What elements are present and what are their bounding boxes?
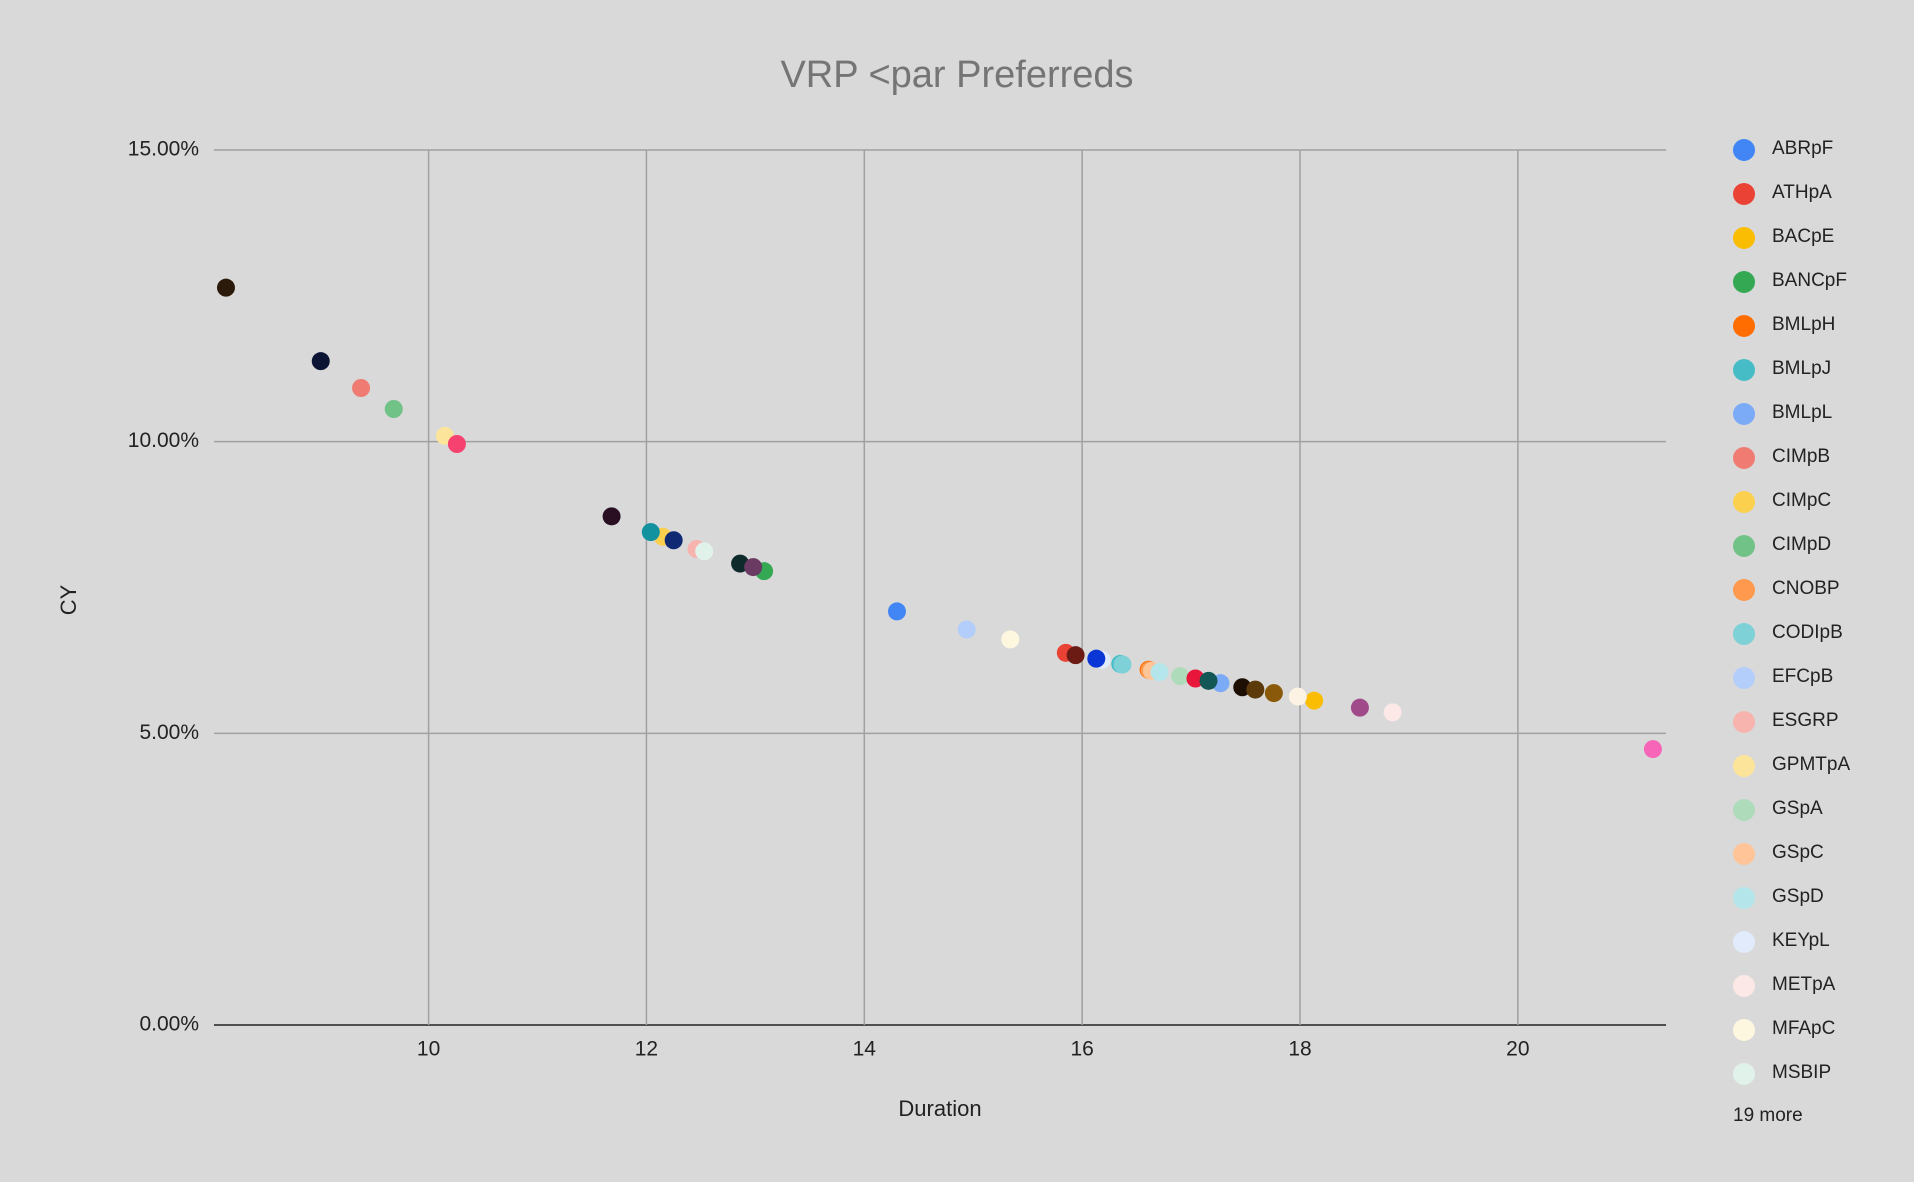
x-axis-label: Duration [898,1096,981,1121]
point [887,602,906,621]
x-tick-label: 14 [853,1038,877,1061]
legend-label: BMLpL [1772,402,1832,423]
point [216,278,235,297]
legend-marker [1733,623,1755,645]
legend-label: CIMpB [1772,446,1830,467]
legend-label: GPMTpA [1772,754,1850,775]
legend-marker [1733,183,1755,205]
chart-title: VRP <par Preferreds [780,54,1133,96]
point [695,542,714,561]
y-tick-label: 5.00% [139,721,199,744]
legend-label: CODIpB [1772,622,1843,643]
point [1199,671,1218,690]
point [664,531,683,550]
legend-marker [1733,1063,1755,1085]
legend-marker [1733,887,1755,909]
point [1350,698,1369,717]
legend-label: CIMpC [1772,490,1831,511]
point [311,352,330,371]
point [1113,655,1132,674]
legend-label: GSpD [1772,886,1824,907]
legend-label: ATHpA [1772,182,1832,203]
legend-label: MSBIP [1772,1062,1831,1083]
legend-label: CIMpD [1772,534,1831,555]
point [744,558,763,577]
legend-marker [1733,447,1755,469]
point [957,620,976,639]
y-tick-label: 15.00% [128,138,199,161]
legend-label: ESGRP [1772,710,1839,731]
point [1150,663,1169,682]
y-tick-label: 0.00% [139,1013,199,1036]
legend-label: METpA [1772,974,1836,995]
x-tick-label: 10 [417,1038,440,1061]
legend-marker [1733,227,1755,249]
legend-label: BMLpH [1772,314,1835,335]
legend-marker [1733,975,1755,997]
x-tick-label: 16 [1070,1038,1093,1061]
legend-marker [1733,1019,1755,1041]
x-tick-label: 12 [635,1038,658,1061]
legend-marker [1733,843,1755,865]
point [447,435,466,453]
point [1246,680,1265,699]
x-tick-label: 20 [1506,1038,1529,1061]
legend-marker [1733,755,1755,777]
legend-marker [1733,271,1755,293]
point [1171,667,1190,686]
legend-marker [1733,799,1755,821]
legend-label: MFApC [1772,1018,1835,1039]
legend-label: BACpE [1772,226,1834,247]
y-axis-label: CY [56,584,81,615]
x-tick-label: 18 [1288,1038,1311,1061]
legend-marker [1733,139,1755,161]
point [602,507,621,526]
legend-marker [1733,535,1755,557]
point [384,400,403,418]
point [1001,630,1020,649]
legend-marker [1733,315,1755,337]
y-tick-label: 10.00% [128,429,199,452]
legend-marker [1733,359,1755,381]
point [1288,687,1307,706]
legend-marker [1733,667,1755,689]
point [641,523,660,542]
point [1066,646,1085,665]
legend-marker [1733,931,1755,953]
legend-label: GSpA [1772,798,1823,819]
legend-label: CNOBP [1772,578,1840,599]
point [1264,684,1283,703]
legend-marker [1733,403,1755,425]
legend-more: 19 more [1733,1105,1803,1126]
point [1383,703,1402,722]
legend-label: BMLpJ [1772,358,1831,379]
legend-marker [1733,491,1755,513]
legend-label: EFCpB [1772,666,1833,687]
legend-label: GSpC [1772,842,1824,863]
point [1305,691,1324,710]
legend-label: BANCpF [1772,270,1847,291]
legend-marker [1733,579,1755,601]
point [1087,649,1106,668]
point [352,379,371,397]
legend-label: ABRpF [1772,138,1833,159]
point [1643,740,1662,759]
legend-marker [1733,711,1755,733]
legend-label: KEYpL [1772,930,1830,951]
